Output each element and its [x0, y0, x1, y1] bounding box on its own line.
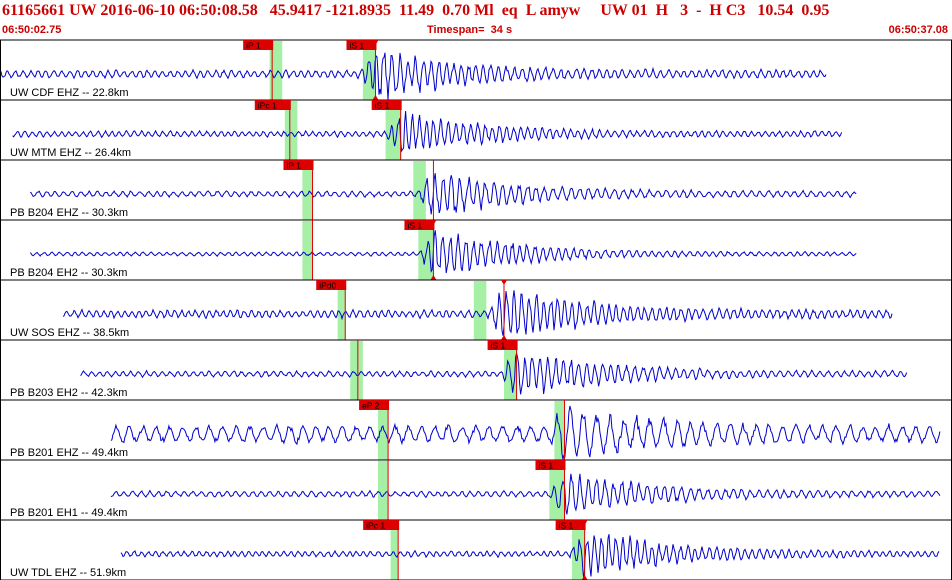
- pick-marker-bottom: [501, 335, 507, 340]
- pick-label: iS 1: [407, 221, 422, 231]
- station-label: PB B204 EHZ -- 30.3km: [10, 207, 128, 219]
- waveform-trace: [110, 405, 941, 460]
- pick-tag: [487, 340, 518, 350]
- waveform-trace: [29, 230, 857, 274]
- pick-label: iPc 1: [258, 101, 277, 111]
- pick-label: iS 1: [349, 41, 364, 51]
- trace-row: iPc 1 iS 1 UW MTM EHZ -- 26.4km: [0, 100, 952, 161]
- pick-window: [549, 461, 565, 520]
- pick-marker-bottom: [581, 575, 588, 580]
- pick-window: [378, 401, 389, 460]
- waveform-trace: [12, 110, 843, 153]
- trace-row: eP 2 PB B201 EHZ -- 49.4km: [0, 400, 952, 461]
- pick-tag: [404, 220, 435, 230]
- pick-window: [269, 41, 283, 100]
- pick-tag: [359, 400, 390, 410]
- waveform-trace: [110, 473, 941, 515]
- pick-window: [302, 161, 313, 220]
- pick-marker-top: [581, 520, 588, 525]
- trace-row: iP 1 PB B204 EHZ -- 30.3km: [0, 160, 952, 221]
- pick-tag: [283, 160, 314, 170]
- pick-tag: [254, 100, 291, 110]
- pick-window: [473, 281, 487, 340]
- pick-window: [413, 161, 426, 220]
- pick-tag: [346, 40, 377, 50]
- pick-label: iS 1: [559, 521, 574, 531]
- pick-tag: [316, 280, 347, 290]
- pick-label: iPc 1: [366, 521, 385, 531]
- station-label: PB B204 EH2 -- 30.3km: [10, 267, 127, 279]
- pick-tag: [555, 520, 586, 530]
- station-label: PB B201 EH1 -- 49.4km: [10, 507, 127, 519]
- pick-marker-bottom: [430, 275, 437, 280]
- pick-label: iS 1: [375, 101, 390, 111]
- pick-marker-top: [430, 220, 437, 225]
- station-label: UW SOS EHZ -- 38.5km: [10, 327, 129, 339]
- pick-window: [350, 341, 363, 400]
- pick-window: [418, 221, 434, 280]
- trace-row: iPd0 UW SOS EHZ -- 38.5km: [0, 280, 952, 341]
- pick-window: [378, 461, 389, 520]
- pick-label: iS 1: [538, 461, 553, 471]
- header: 61165661 UW 2016-06-10 06:50:08.58 45.94…: [0, 0, 952, 40]
- waveform-trace: [29, 173, 857, 215]
- pick-tag: [363, 520, 400, 530]
- trace-row: iS 1 PB B203 EH2 -- 42.3km: [0, 340, 952, 401]
- pick-label: iP 1: [246, 41, 261, 51]
- trace-row: iPc 1 iS 1 UW TDL EHZ -- 51.9km: [0, 520, 952, 580]
- station-label: UW MTM EHZ -- 26.4km: [10, 147, 131, 159]
- pick-marker-top: [372, 40, 379, 45]
- pick-label: iPd0: [319, 281, 336, 291]
- station-label: PB B203 EH2 -- 42.3km: [10, 387, 127, 399]
- timespan-label: Timespan= 34 s: [427, 24, 513, 36]
- pick-label: eP 2: [362, 401, 380, 411]
- pick-marker-bottom: [372, 95, 379, 100]
- station-label: UW TDL EHZ -- 51.9km: [10, 567, 126, 579]
- end-time: 06:50:37.08: [888, 24, 948, 36]
- pick-window: [302, 221, 313, 280]
- waveform-trace: [120, 534, 940, 580]
- pick-window: [390, 521, 399, 580]
- pick-marker-top: [501, 280, 507, 285]
- trace-row: iS 1 PB B201 EH1 -- 49.4km: [0, 460, 952, 521]
- pick-tag: [243, 40, 274, 50]
- pick-window: [337, 281, 346, 340]
- seismogram-panel[interactable]: iP 1 iS 1 UW CDF EHZ -- 22.8km iPc 1 iS 1 UW …: [0, 38, 952, 580]
- pick-label: iS 1: [491, 341, 506, 351]
- pick-tag: [371, 100, 402, 110]
- station-label: PB B201 EHZ -- 49.4km: [10, 447, 128, 459]
- pick-window: [284, 101, 298, 160]
- pick-label: iP 1: [286, 161, 301, 171]
- trace-row: iS 1 PB B204 EH2 -- 30.3km: [0, 220, 952, 281]
- start-time: 06:50:02.75: [2, 24, 62, 36]
- event-title: 61165661 UW 2016-06-10 06:50:08.58 45.94…: [2, 2, 830, 19]
- trace-row: iP 1 iS 1 UW CDF EHZ -- 22.8km: [0, 40, 952, 101]
- waveform-trace: [80, 353, 908, 395]
- pick-window: [554, 401, 565, 460]
- pick-tag: [535, 460, 566, 470]
- waveform-trace: [62, 290, 893, 336]
- waveform-trace: [0, 52, 827, 100]
- station-label: UW CDF EHZ -- 22.8km: [10, 87, 129, 99]
